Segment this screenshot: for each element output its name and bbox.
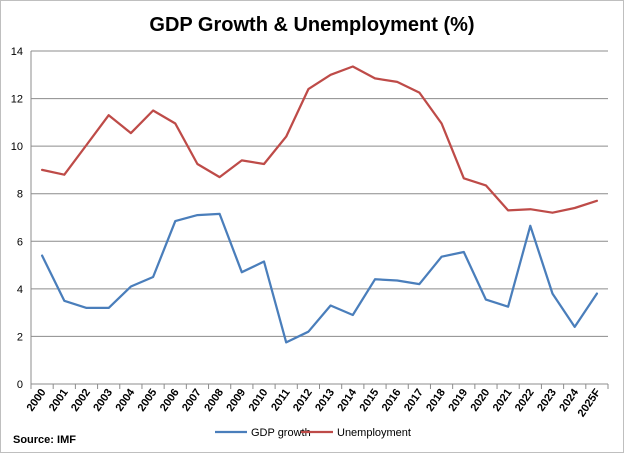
x-tick-label: 2013: [313, 387, 337, 414]
data-point: [108, 114, 110, 116]
y-tick-label: 10: [11, 141, 23, 153]
chart-title: GDP Growth & Unemployment (%): [149, 14, 474, 36]
gridlines: [31, 50, 608, 337]
y-tick-label: 8: [17, 189, 23, 201]
y-tick-label: 6: [17, 236, 23, 248]
data-point: [551, 292, 553, 294]
data-point: [374, 278, 376, 280]
x-tick-label: 2002: [69, 387, 93, 414]
x-tick-label: 2004: [113, 386, 137, 414]
data-point: [529, 208, 531, 210]
data-point: [485, 298, 487, 300]
data-point: [507, 306, 509, 308]
x-tick-label: 2006: [158, 387, 182, 414]
x-tick-label: 2001: [47, 387, 71, 414]
data-point: [152, 109, 154, 111]
data-point: [263, 163, 265, 165]
series-lines: [40, 65, 599, 344]
data-point: [241, 271, 243, 273]
x-tick-label: 2025F: [576, 387, 604, 420]
x-tick-label: 2021: [491, 387, 515, 414]
data-point: [440, 122, 442, 124]
x-tick-label: 2003: [91, 387, 115, 414]
x-tick-label: 2008: [202, 387, 226, 414]
source-note: Source: IMF: [13, 434, 76, 446]
data-point: [574, 207, 576, 209]
data-point: [85, 307, 87, 309]
data-point: [418, 91, 420, 93]
data-point: [218, 176, 220, 178]
data-point: [551, 212, 553, 214]
data-point: [574, 326, 576, 328]
x-tick-label: 2012: [291, 387, 315, 414]
data-point: [596, 200, 598, 202]
data-point: [329, 74, 331, 76]
x-tick-label: 2020: [469, 387, 493, 414]
x-tick-label: 2005: [136, 387, 160, 414]
x-tick-label: 2009: [224, 387, 248, 414]
data-point: [85, 144, 87, 146]
data-point: [196, 163, 198, 165]
data-point: [174, 220, 176, 222]
y-tick-label: 12: [11, 94, 23, 106]
data-point: [130, 285, 132, 287]
data-point: [218, 213, 220, 215]
x-tick-label: 2015: [358, 387, 382, 414]
x-tick-label: 2019: [446, 387, 470, 414]
series-line-unemployment: [40, 65, 599, 214]
x-tick-label: 2017: [402, 387, 426, 414]
data-point: [440, 256, 442, 258]
data-point: [396, 81, 398, 83]
data-point: [374, 77, 376, 79]
data-point: [285, 135, 287, 137]
x-tick-label: 2023: [535, 387, 559, 414]
x-tick-label: 2011: [269, 387, 293, 413]
data-point: [529, 225, 531, 227]
y-tick-label: 4: [17, 284, 23, 296]
data-point: [41, 254, 43, 256]
data-point: [263, 260, 265, 262]
data-point: [329, 304, 331, 306]
series-line-gdp-growth: [40, 212, 599, 344]
data-point: [463, 251, 465, 253]
legend: GDP growth Unemployment: [215, 427, 411, 439]
x-tick-label: 2022: [513, 387, 537, 414]
x-tick-label: 2000: [25, 387, 49, 414]
x-tick-label: 2018: [424, 387, 448, 414]
data-point: [174, 122, 176, 124]
x-tick-label: 2007: [180, 387, 204, 414]
y-tick-label: 0: [17, 379, 23, 391]
axes: 0246810121420002001200220032004200520062…: [11, 46, 609, 420]
data-point: [63, 174, 65, 176]
data-point: [41, 169, 43, 171]
y-tick-label: 2: [17, 331, 23, 343]
y-tick-label: 14: [11, 46, 23, 58]
x-tick-label: 2014: [335, 386, 359, 414]
x-tick-label: 2010: [247, 387, 271, 414]
data-point: [485, 184, 487, 186]
data-point: [418, 283, 420, 285]
data-point: [285, 341, 287, 343]
data-point: [152, 276, 154, 278]
data-point: [352, 314, 354, 316]
data-point: [507, 209, 509, 211]
data-point: [196, 214, 198, 216]
data-point: [596, 292, 598, 294]
data-point: [307, 331, 309, 333]
legend-label: GDP growth: [251, 427, 311, 439]
data-point: [241, 159, 243, 161]
data-point: [108, 307, 110, 309]
data-point: [130, 132, 132, 134]
data-point: [463, 177, 465, 179]
data-point: [63, 300, 65, 302]
data-point: [307, 88, 309, 90]
data-point: [396, 279, 398, 281]
legend-label: Unemployment: [337, 427, 411, 439]
x-tick-label: 2016: [380, 387, 404, 414]
data-point: [352, 65, 354, 67]
